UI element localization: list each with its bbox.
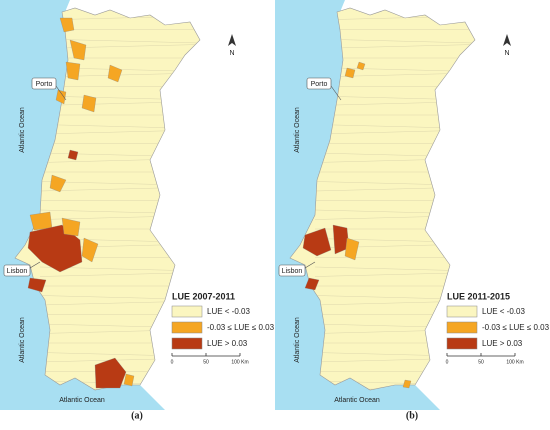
region <box>27 277 47 293</box>
region <box>302 227 332 257</box>
city-label: Porto <box>36 81 53 88</box>
region <box>59 17 75 33</box>
legend-title: LUE 2011-2015 <box>447 291 510 301</box>
region <box>356 61 366 71</box>
legend-swatch <box>446 305 478 318</box>
municipality-border <box>314 266 475 272</box>
region <box>344 67 356 79</box>
ocean-label: Atlantic Ocean <box>334 397 380 404</box>
ocean <box>275 0 440 410</box>
north-arrow <box>503 34 511 46</box>
city-label: Lisbon <box>282 268 303 275</box>
region <box>81 237 99 263</box>
ocean-label: Atlantic Ocean <box>59 397 105 404</box>
leader <box>330 85 342 101</box>
label-box <box>306 77 332 90</box>
legend-label: LUE < -0.03 <box>482 307 525 316</box>
ocean-label: Atlantic Ocean <box>294 317 301 363</box>
legend-label: -0.03 ≤ LUE ≤ 0.03 <box>482 323 550 332</box>
scale-label: 0 <box>446 359 449 365</box>
ocean-label: Atlantic Ocean <box>19 107 26 153</box>
north-label: N <box>504 50 509 57</box>
legend-swatch <box>446 321 478 334</box>
city-label: Porto <box>311 81 328 88</box>
legend-swatch <box>171 337 203 350</box>
region <box>81 94 97 113</box>
region <box>65 61 81 81</box>
legend-label: LUE < -0.03 <box>207 307 250 316</box>
scale-label: 100 Km <box>231 359 248 365</box>
country <box>289 7 476 391</box>
region <box>69 39 87 61</box>
region <box>67 149 79 161</box>
region <box>94 357 127 389</box>
caption: (a) <box>131 410 143 421</box>
leader <box>29 261 41 269</box>
legend-swatch <box>171 305 203 318</box>
region <box>61 217 81 237</box>
label-box <box>278 264 306 277</box>
municipality-border <box>314 38 475 44</box>
region <box>344 237 360 261</box>
municipality-border <box>39 38 200 44</box>
region <box>107 64 123 83</box>
leader <box>55 85 67 101</box>
scale-label: 0 <box>171 359 174 365</box>
legend-title: LUE 2007-2011 <box>172 291 235 301</box>
leader <box>304 261 316 269</box>
north-arrow <box>228 34 236 46</box>
ocean-label: Atlantic Ocean <box>19 317 26 363</box>
label-box <box>3 264 31 277</box>
map-panel: Porto Lisbon Atlantic Ocean Atlantic Ocean A… <box>275 0 550 421</box>
legend-swatch <box>446 337 478 350</box>
region <box>123 373 135 387</box>
legend-swatch <box>171 321 203 334</box>
caption: (b) <box>406 410 418 421</box>
north-label: N <box>229 50 234 57</box>
legend-label: -0.03 ≤ LUE ≤ 0.03 <box>207 323 275 332</box>
legend-label: LUE > 0.03 <box>482 339 523 348</box>
scale-label: 50 <box>478 359 484 365</box>
scale-label: 100 Km <box>506 359 523 365</box>
label-box <box>31 77 57 90</box>
city-label: Lisbon <box>7 268 28 275</box>
ocean-label: Atlantic Ocean <box>294 107 301 153</box>
region <box>29 211 53 231</box>
map-panel: Porto Lisbon Atlantic Ocean Atlantic Ocean A… <box>0 0 275 421</box>
region <box>304 277 320 291</box>
region <box>55 89 67 105</box>
legend-label: LUE > 0.03 <box>207 339 248 348</box>
scale-label: 50 <box>203 359 209 365</box>
region <box>402 379 412 389</box>
region <box>49 174 67 193</box>
ocean <box>0 0 165 410</box>
